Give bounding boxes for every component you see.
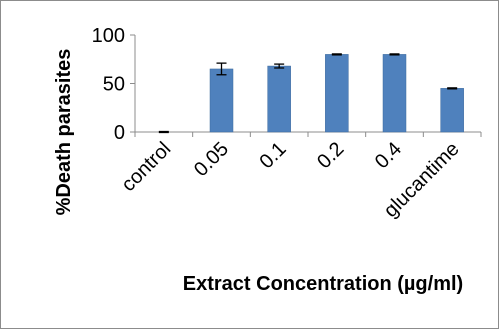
error-bar-0.05 — [216, 62, 227, 76]
bar-0.1 — [267, 65, 291, 133]
bar-0.2 — [325, 54, 349, 133]
bar-0.4 — [382, 54, 407, 133]
error-bar-control — [158, 130, 169, 134]
bar-glucantime — [440, 88, 464, 133]
error-bars — [158, 53, 458, 134]
error-bar-0.4 — [389, 53, 400, 56]
x-tick-label: 0.05 — [190, 138, 233, 181]
y-tick-label: 50 — [103, 74, 125, 96]
error-bar-glucantime — [447, 87, 458, 90]
y-tick-label: 100 — [92, 25, 125, 47]
x-tick-label: 0.2 — [313, 138, 348, 173]
y-axis-title: %Death parasites — [53, 49, 75, 216]
bar-0.05 — [209, 68, 234, 133]
x-tick-label: control — [117, 138, 175, 196]
x-tick-label: 0.4 — [371, 138, 406, 173]
error-bar-0.1 — [274, 63, 285, 69]
error-bar-0.2 — [331, 53, 342, 56]
y-axis-ticks: 0 50 100 — [92, 25, 135, 144]
x-axis-title: Extract Concentration (µg/ml) — [183, 273, 463, 295]
y-tick-label: 0 — [114, 122, 125, 144]
bars — [209, 54, 464, 133]
x-tick-label: 0.1 — [255, 138, 290, 173]
